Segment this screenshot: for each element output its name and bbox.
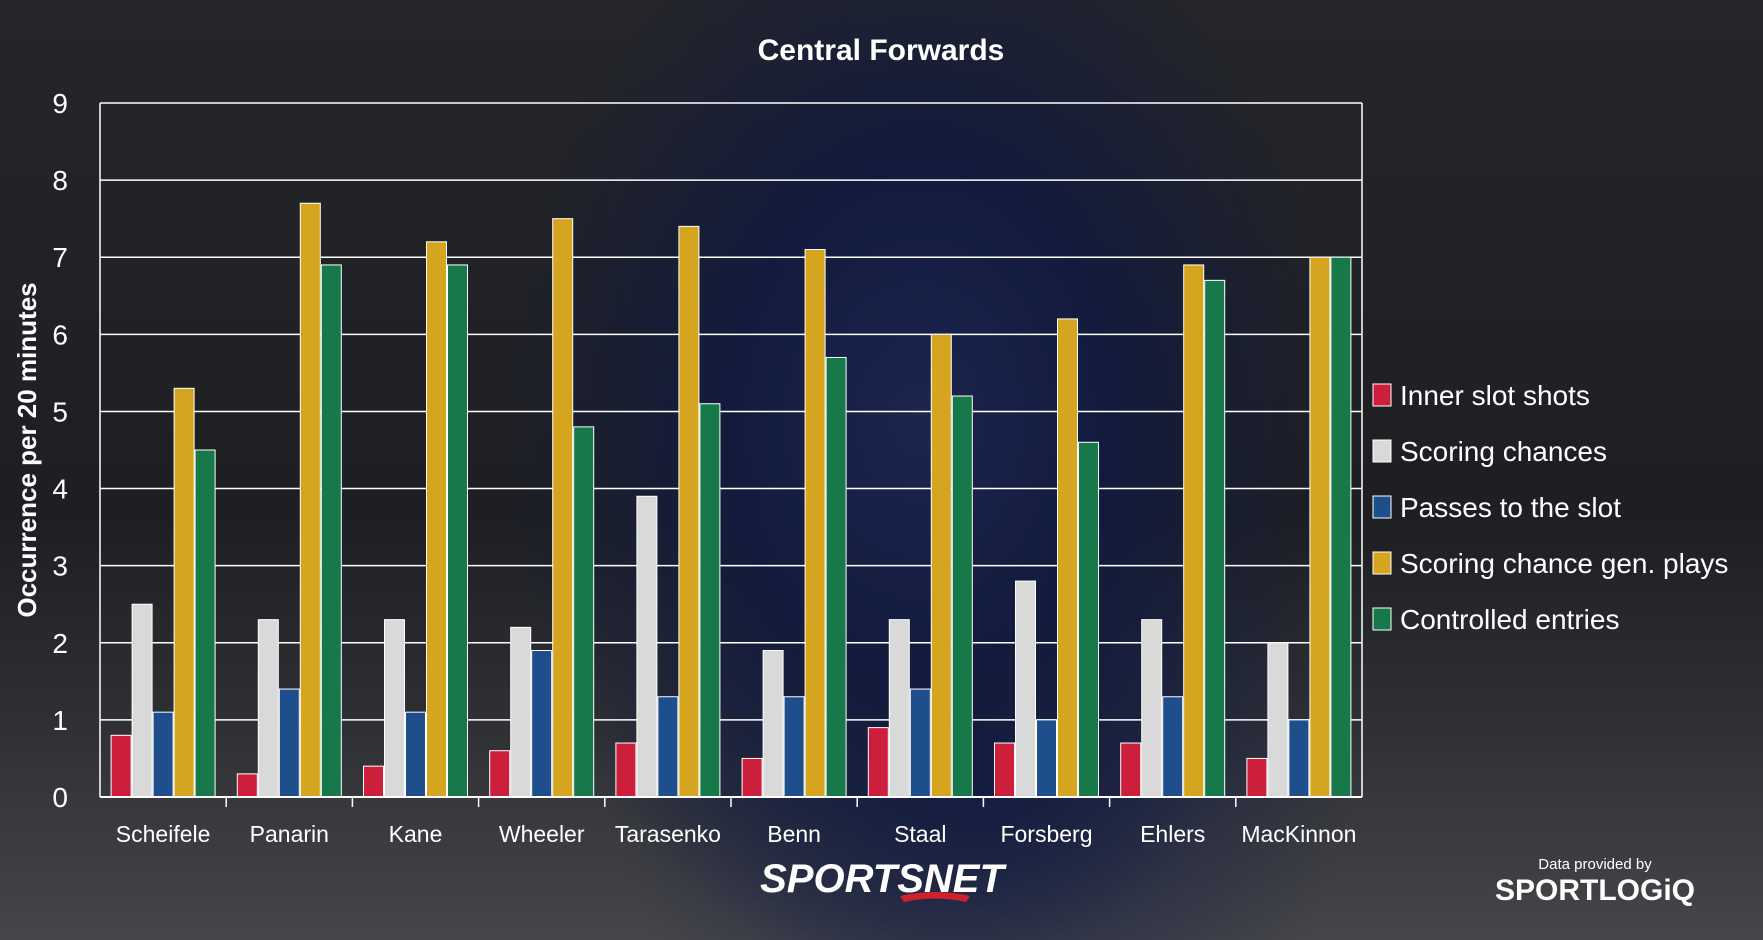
bar-scoring-chances-wheeler	[510, 626, 532, 798]
y-tick-label: 1	[52, 705, 68, 736]
bar-controlled-entries-tarasenko	[699, 403, 721, 798]
bar-passes-to-the-slot-tarasenko	[657, 696, 679, 798]
bar-inner-slot-shots-ehlers	[1120, 742, 1142, 798]
bar-inner-slot-shots-benn	[741, 757, 763, 798]
bar-passes-to-the-slot-ehlers	[1162, 696, 1184, 798]
bar-scoring-chances-scheifele	[131, 603, 153, 798]
bar-controlled-entries-mackinnon	[1330, 256, 1352, 798]
y-tick-label: 5	[52, 396, 68, 427]
legend-label: Scoring chances	[1400, 436, 1607, 467]
gridlines	[100, 102, 1362, 721]
bar-scoring-chances-kane	[384, 619, 405, 798]
bar-inner-slot-shots-forsberg	[994, 742, 1015, 798]
bar-controlled-entries-benn	[825, 356, 847, 798]
x-tick-label: Panarin	[250, 821, 329, 847]
bar-passes-to-the-slot-kane	[405, 711, 426, 798]
x-tick-label: Staal	[894, 821, 946, 847]
bar-inner-slot-shots-kane	[363, 765, 384, 798]
y-tick-label: 4	[52, 474, 68, 505]
bar-scoring-chances-ehlers	[1141, 619, 1163, 798]
axes: 0 1 2 3 4 5 6 7 8 9 Scheifele Panarin Kane Wheeler Tar…	[52, 88, 1363, 847]
y-tick-label: 6	[52, 319, 68, 350]
bar-controlled-entries-staal	[951, 395, 973, 798]
legend-swatch	[1372, 495, 1392, 519]
x-tick-label: Wheeler	[499, 821, 585, 847]
bar-scoring-chances-panarin	[257, 619, 279, 798]
x-tick-label: Benn	[767, 821, 821, 847]
bar-scoring-chance-gen-plays-mackinnon	[1309, 256, 1331, 798]
bar-inner-slot-shots-panarin	[236, 773, 258, 798]
bar-passes-to-the-slot-mackinnon	[1288, 719, 1310, 798]
bar-scoring-chance-gen-plays-ehlers	[1183, 264, 1205, 798]
bar-inner-slot-shots-mackinnon	[1246, 757, 1268, 798]
y-axis-label: Occurrence per 20 minutes	[12, 282, 42, 617]
data-provided-label: Data provided by	[1538, 856, 1652, 873]
bar-scoring-chance-gen-plays-panarin	[299, 202, 321, 798]
bar-controlled-entries-wheeler	[573, 426, 595, 798]
bar-passes-to-the-slot-staal	[909, 688, 931, 798]
bar-controlled-entries-panarin	[320, 264, 342, 798]
y-tick-label: 9	[52, 88, 68, 119]
bar-inner-slot-shots-tarasenko	[615, 742, 637, 798]
legend-swatch	[1372, 551, 1392, 575]
bar-inner-slot-shots-scheifele	[110, 734, 132, 798]
bar-passes-to-the-slot-benn	[783, 696, 805, 798]
legend-swatch	[1372, 383, 1392, 407]
bar-controlled-entries-kane	[447, 264, 468, 798]
bar-scoring-chances-benn	[762, 649, 784, 798]
bar-scoring-chance-gen-plays-kane	[426, 241, 447, 798]
y-tick-label: 2	[52, 628, 68, 659]
bar-scoring-chance-gen-plays-tarasenko	[678, 225, 700, 798]
bar-scoring-chance-gen-plays-forsberg	[1057, 318, 1078, 798]
legend-swatch	[1372, 607, 1392, 631]
y-tick-label: 0	[52, 782, 68, 813]
legend-label: Inner slot shots	[1400, 380, 1590, 411]
x-tick-label: Scheifele	[116, 821, 211, 847]
bar-controlled-entries-scheifele	[194, 449, 216, 798]
sportsnet-logo-text: SPORTSNET	[760, 857, 1007, 901]
bars	[110, 202, 1352, 798]
bar-scoring-chance-gen-plays-wheeler	[552, 218, 574, 798]
bar-scoring-chances-mackinnon	[1267, 642, 1289, 798]
legend-label: Scoring chance gen. plays	[1400, 548, 1728, 579]
x-tick-label: Forsberg	[1000, 821, 1092, 847]
legend: Inner slot shots Scoring chances Passes to…	[1372, 380, 1728, 635]
bar-scoring-chance-gen-plays-scheifele	[173, 387, 195, 798]
bar-passes-to-the-slot-forsberg	[1036, 719, 1057, 798]
legend-label: Controlled entries	[1400, 604, 1619, 635]
bar-scoring-chances-forsberg	[1015, 580, 1036, 798]
bar-scoring-chances-staal	[888, 619, 910, 798]
legend-swatch	[1372, 439, 1392, 463]
legend-label: Passes to the slot	[1400, 492, 1621, 523]
y-tick-label: 7	[52, 242, 68, 273]
bar-controlled-entries-forsberg	[1078, 441, 1099, 798]
x-tick-label: Tarasenko	[615, 821, 721, 847]
bar-scoring-chance-gen-plays-benn	[804, 249, 826, 798]
y-tick-label: 3	[52, 551, 68, 582]
sportsnet-swoosh-icon	[900, 892, 970, 902]
bar-inner-slot-shots-wheeler	[489, 750, 511, 798]
x-tick-label: Kane	[389, 821, 443, 847]
x-tick-label: Ehlers	[1140, 821, 1205, 847]
x-tick-label: MacKinnon	[1241, 821, 1356, 847]
chart-title: Central Forwards	[758, 34, 1005, 67]
sportsnet-logo: SPORTSNET	[760, 857, 1007, 902]
y-tick-label: 8	[52, 165, 68, 196]
bar-passes-to-the-slot-panarin	[278, 688, 300, 798]
bar-scoring-chance-gen-plays-staal	[930, 333, 952, 798]
bar-scoring-chances-tarasenko	[636, 495, 658, 798]
sportlogiq-logo: SPORTLOGiQ	[1495, 874, 1695, 907]
bar-inner-slot-shots-staal	[867, 727, 889, 798]
bar-passes-to-the-slot-wheeler	[531, 649, 553, 798]
bar-controlled-entries-ehlers	[1204, 279, 1226, 798]
bar-passes-to-the-slot-scheifele	[152, 711, 174, 798]
